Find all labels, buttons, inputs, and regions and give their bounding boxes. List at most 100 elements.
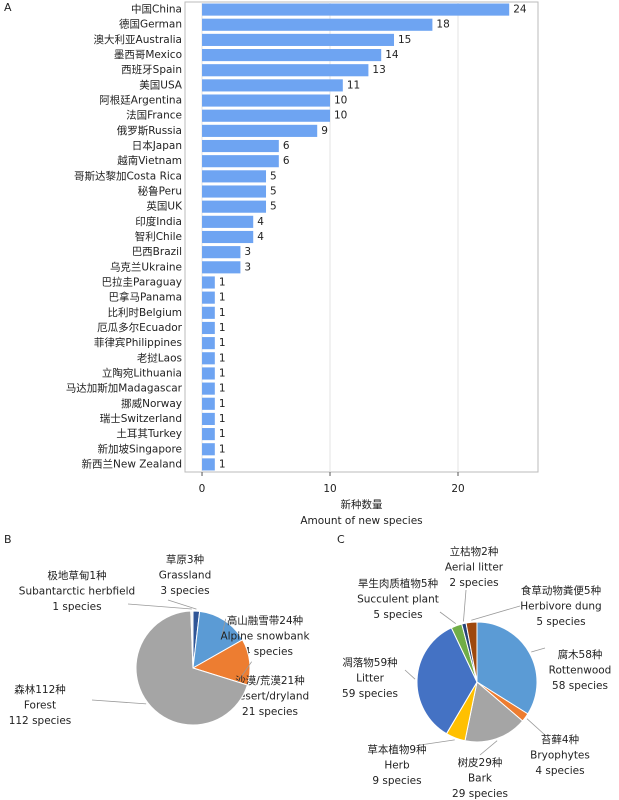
pie-slice [416, 627, 478, 735]
y-tick-label: 厄瓜多尔Ecuador [97, 321, 183, 334]
bar [202, 139, 279, 153]
value-label: 9 [321, 125, 328, 137]
bar [202, 246, 241, 259]
x-tick-label: 10 [323, 483, 336, 495]
bar [202, 443, 215, 456]
slice-label: Bryophytes [530, 750, 590, 762]
slice-label: 草原3种 [166, 553, 204, 566]
leader-line [479, 740, 498, 756]
panel-label: A [4, 1, 12, 14]
slice-label: 草本植物9种 [367, 743, 426, 756]
leader-line [471, 605, 521, 621]
bar [202, 33, 395, 46]
slice-label: Forest [24, 700, 56, 712]
bar [202, 18, 433, 31]
slice-label: 2 species [449, 577, 498, 589]
y-tick-label: 巴西Brazil [132, 246, 182, 258]
slice-label: 森林112种 [14, 683, 66, 696]
value-label: 13 [372, 64, 385, 76]
y-tick-label: 土耳其Turkey [116, 427, 182, 440]
x-tick-label: 0 [199, 483, 206, 495]
pie-slice [465, 621, 478, 683]
leader-line [439, 611, 457, 625]
value-label: 1 [219, 413, 226, 425]
y-tick-label: 新西兰New Zealand [82, 457, 183, 470]
leader-line [419, 739, 455, 746]
x-tick-label: 20 [451, 483, 464, 495]
value-label: 15 [398, 34, 411, 46]
slice-label: Desert/dryland [231, 691, 309, 703]
value-label: 3 [244, 246, 251, 258]
slice-label: 1 species [52, 601, 101, 613]
pie-slice [135, 610, 249, 726]
y-tick-label: 马达加斯加Madagascar [66, 382, 183, 395]
value-label: 11 [347, 79, 360, 91]
leader-line [127, 603, 192, 610]
y-tick-label: 越南Vietnam [117, 154, 182, 167]
slice-label: 24 species [237, 646, 293, 658]
y-tick-label: 西班牙Spain [121, 64, 182, 76]
bar [202, 94, 331, 107]
value-label: 18 [436, 19, 449, 31]
slice-label: 沙漠/荒漠21种 [235, 674, 304, 687]
value-label: 1 [219, 352, 226, 364]
leader-line [463, 589, 467, 622]
value-label: 1 [219, 428, 226, 440]
slice-label: Litter [356, 673, 384, 685]
bar [202, 200, 267, 213]
value-label: 5 [270, 170, 277, 182]
leader-line [221, 618, 226, 637]
slice-label: Rottenwood [549, 665, 612, 677]
bar [202, 321, 215, 335]
bar [202, 124, 318, 137]
y-tick-label: 比利时Belgium [107, 306, 182, 319]
bar [202, 337, 215, 350]
y-tick-label: 立陶宛Lithuania [102, 366, 182, 379]
slice-label: 21 species [242, 706, 298, 718]
bar [202, 230, 254, 244]
slice-label: 112 species [9, 715, 72, 727]
y-tick-label: 新加坡Singapore [98, 442, 182, 455]
y-tick-label: 菲律宾Philippines [94, 336, 182, 349]
bar [202, 215, 254, 228]
leader-line [91, 699, 147, 705]
y-tick-label: 俄罗斯Russia [117, 124, 182, 137]
y-tick-label: 德国German [119, 18, 182, 31]
slice-label: 极地草甸1种 [47, 569, 106, 582]
bar [202, 367, 215, 380]
slice-label: Aerial litter [445, 562, 504, 574]
slice-label: 腐木58种 [558, 648, 603, 661]
leader-line [531, 647, 546, 653]
slice-label: 9 species [372, 775, 421, 787]
value-label: 1 [219, 307, 226, 319]
y-tick-label: 老挝Laos [137, 351, 182, 364]
y-tick-label: 巴拿马Panama [108, 291, 182, 304]
pie-slice [192, 610, 244, 669]
value-label: 1 [219, 383, 226, 395]
y-tick-label: 挪威Norway [121, 397, 182, 410]
bar [202, 291, 215, 304]
pie-slice [190, 610, 194, 669]
bar [202, 79, 343, 92]
slice-label: 立枯物2种 [450, 545, 499, 558]
y-tick-label: 秘鲁Peru [138, 185, 182, 198]
y-tick-label: 瑞士Switzerland [100, 412, 182, 425]
slice-label: Grassland [159, 570, 212, 582]
y-tick-label: 印度India [135, 215, 182, 228]
slice-label: 29 species [452, 788, 508, 800]
value-label: 1 [219, 458, 226, 470]
slice-label: 3 species [160, 585, 209, 597]
slice-label: Subantarctic herbfield [19, 586, 135, 598]
slice-label: 5 species [373, 609, 422, 621]
y-tick-label: 中国China [131, 3, 182, 16]
value-label: 1 [219, 276, 226, 288]
y-tick-label: 智利Chile [135, 230, 182, 243]
y-tick-label: 乌克兰Ukraine [110, 260, 182, 273]
slice-label: Herbivore dung [520, 601, 601, 613]
slice-label: 5 species [536, 616, 585, 628]
value-label: 5 [270, 201, 277, 213]
value-label: 1 [219, 322, 226, 334]
bar [202, 155, 279, 168]
bar [202, 412, 215, 425]
slice-label: Succulent plant [357, 594, 439, 606]
